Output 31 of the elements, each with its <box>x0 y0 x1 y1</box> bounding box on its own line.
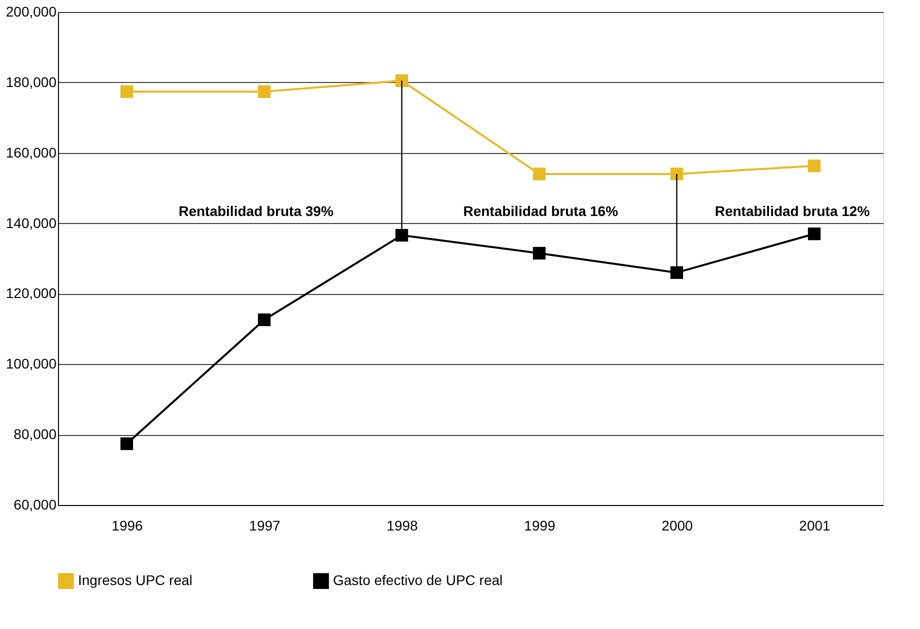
x-tick-label: 1999 <box>524 518 556 534</box>
y-tick-label: 160,000 <box>6 144 57 160</box>
point <box>808 228 821 240</box>
point <box>670 168 684 180</box>
x-tick-label: 2000 <box>662 518 694 534</box>
x-tick-label: 1998 <box>386 518 418 534</box>
legend-label: Gasto efectivo de UPC real <box>333 572 503 588</box>
point <box>808 160 821 172</box>
point <box>532 246 546 260</box>
point <box>120 85 134 98</box>
point <box>258 85 271 98</box>
point <box>395 228 408 242</box>
point <box>258 313 271 326</box>
annotation: Rentabilidad bruta 12% <box>714 203 870 219</box>
y-tick-label: 180,000 <box>6 74 57 90</box>
point <box>670 266 684 279</box>
x-tick-label: 2001 <box>799 518 831 534</box>
y-tick-label: 140,000 <box>6 214 57 231</box>
y-tick-label: 200,000 <box>6 4 57 20</box>
annotation: Rentabilidad bruta 39% <box>178 203 334 219</box>
x-tick-label: 1997 <box>249 518 281 534</box>
y-tick-label: 120,000 <box>6 285 57 302</box>
point <box>532 168 546 180</box>
y-tick-label: 60,000 <box>14 496 57 512</box>
legend-label: Ingresos UPC real <box>78 572 192 588</box>
annotation: Rentabilidad bruta 16% <box>463 203 619 219</box>
y-tick-label: 80,000 <box>14 426 57 442</box>
point <box>120 437 134 450</box>
y-tick-label: 100,000 <box>6 356 57 372</box>
x-tick-label: 1996 <box>112 518 144 534</box>
point <box>395 74 408 87</box>
